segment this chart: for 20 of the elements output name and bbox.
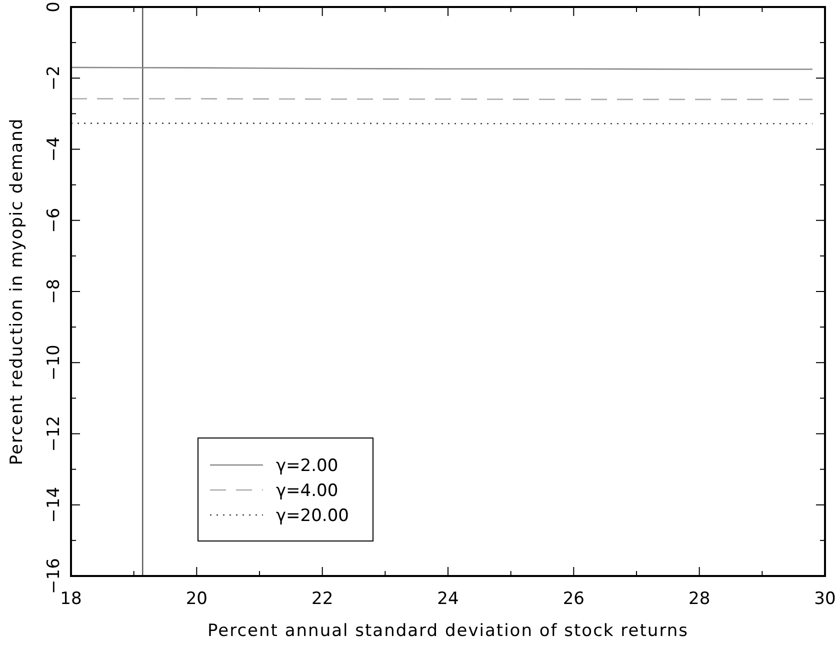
legend-label: γ=20.00 xyxy=(276,506,349,526)
x-tick-label: 28 xyxy=(688,589,710,609)
x-tick-label: 18 xyxy=(60,589,82,609)
y-tick-label: −12 xyxy=(44,416,64,452)
x-tick-label: 22 xyxy=(312,589,334,609)
y-tick-label: −4 xyxy=(44,136,64,162)
y-tick-label: 0 xyxy=(44,2,64,12)
legend-label: γ=2.00 xyxy=(276,456,338,476)
y-tick-label: −6 xyxy=(44,208,64,233)
y-tick-label: −2 xyxy=(44,66,64,91)
x-tick-label: 30 xyxy=(814,589,836,609)
x-axis-title: Percent annual standard deviation of stock returns xyxy=(207,621,689,641)
y-axis-title: Percent reduction in myopic demand xyxy=(7,118,27,466)
x-tick-label: 24 xyxy=(437,589,459,609)
y-tick-label: −8 xyxy=(44,278,64,304)
y-tick-label: −10 xyxy=(44,344,64,381)
x-tick-label: 26 xyxy=(562,589,584,609)
legend-label: γ=4.00 xyxy=(276,481,338,501)
x-tick-label: 20 xyxy=(186,589,208,609)
y-tick-label: −14 xyxy=(44,486,64,523)
